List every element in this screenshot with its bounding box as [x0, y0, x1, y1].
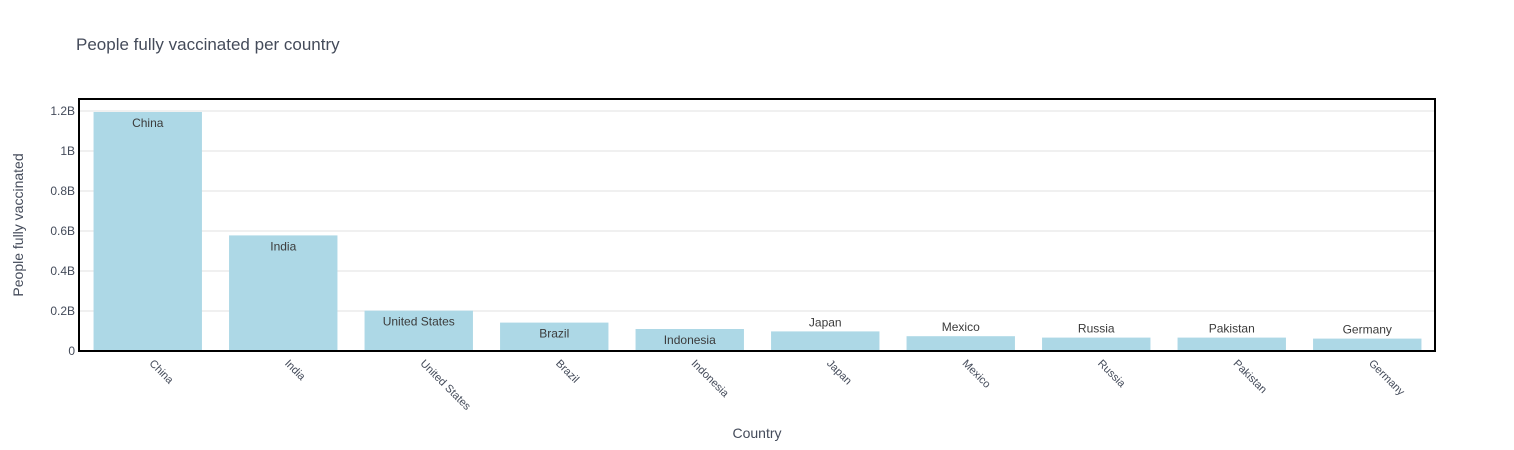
- x-tick-label: Brazil: [553, 358, 581, 386]
- bar: [1177, 337, 1286, 351]
- x-tick-label: India: [282, 358, 308, 384]
- y-tick-label: 0.8B: [50, 184, 75, 198]
- bar: [635, 329, 744, 351]
- x-tick-label: Japan: [824, 358, 854, 388]
- bar: [1313, 338, 1422, 351]
- bar-label: Brazil: [539, 327, 569, 341]
- bar-label: Pakistan: [1209, 322, 1255, 336]
- bar: [93, 112, 202, 351]
- x-axis-title: Country: [732, 425, 781, 441]
- bar-label: United States: [383, 315, 455, 329]
- y-axis-title: People fully vaccinated: [10, 153, 26, 296]
- bar-label: Mexico: [942, 320, 980, 334]
- x-axis-ticks: China India United States Brazil Indonesia Ja…: [147, 358, 1407, 414]
- x-tick-label: Mexico: [960, 358, 993, 391]
- x-tick-label: United States: [418, 358, 474, 414]
- y-tick-label: 1.2B: [50, 104, 75, 118]
- bar-label: Indonesia: [664, 333, 716, 347]
- x-tick-label: Indonesia: [689, 358, 732, 401]
- plot-frame: [78, 98, 1436, 352]
- bar: [771, 331, 880, 351]
- bar: [364, 310, 473, 351]
- bar: [1042, 337, 1151, 351]
- x-tick-label: Pakistan: [1231, 358, 1269, 396]
- x-tick-label: Russia: [1095, 358, 1128, 391]
- y-tick-label: 0.6B: [50, 224, 75, 238]
- bar: [906, 336, 1015, 351]
- y-tick-label: 0.4B: [50, 264, 75, 278]
- bar-labels: China India United States Brazil Indonesia Ja…: [132, 116, 1392, 347]
- bar-label: Germany: [1343, 323, 1392, 337]
- bar: [229, 235, 338, 351]
- y-tick-label: 1B: [60, 144, 75, 158]
- chart-title: People fully vaccinated per country: [76, 35, 340, 54]
- x-tick-label: Germany: [1366, 358, 1407, 399]
- y-tick-label: 0.2B: [50, 304, 75, 318]
- bar-label: Russia: [1078, 322, 1115, 336]
- bar-label: India: [270, 239, 296, 253]
- x-tick-label: China: [147, 358, 176, 387]
- y-tick-label: 0: [68, 344, 75, 358]
- bar-label: China: [132, 116, 164, 130]
- y-axis-ticks: 0 0.2B 0.4B 0.6B 0.8B 1B 1.2B: [50, 104, 75, 358]
- bar-label: Japan: [809, 315, 842, 329]
- bars: [93, 112, 1422, 351]
- bar: [500, 322, 609, 351]
